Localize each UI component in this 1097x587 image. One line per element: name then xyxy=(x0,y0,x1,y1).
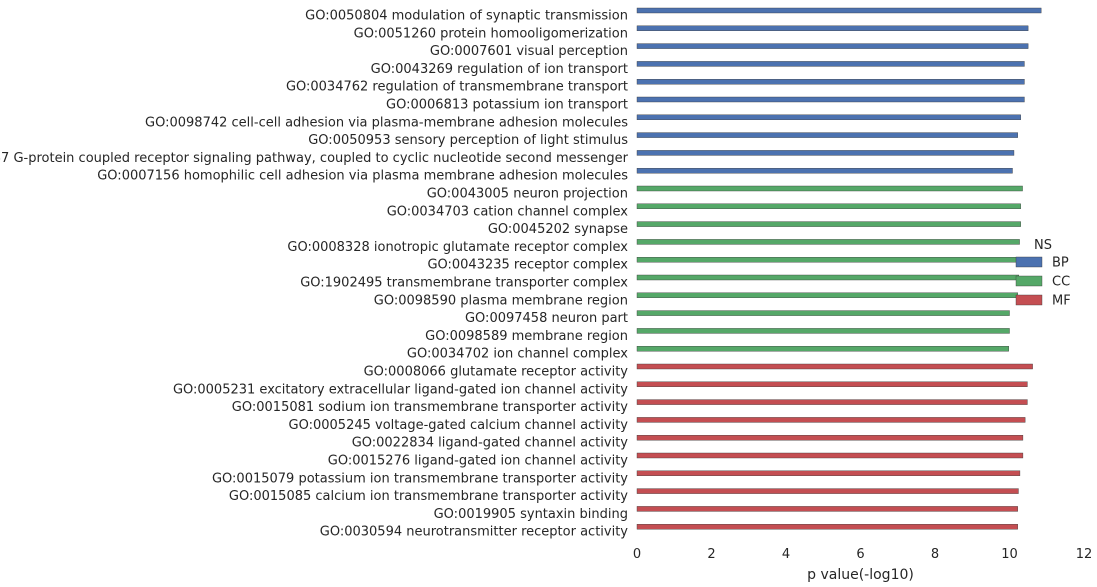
bar-cc xyxy=(636,328,1010,334)
bar-cc xyxy=(636,203,1021,210)
x-tick-label: 0 xyxy=(633,547,641,562)
category-label: GO:0043235 receptor complex xyxy=(427,258,628,273)
category-label: GO:0098590 plasma membrane region xyxy=(374,293,628,308)
category-label: GO:0034762 regulation of transmembrane t… xyxy=(286,80,628,95)
category-label: GO:0008328 ionotropic glutamate receptor… xyxy=(287,240,628,255)
bar-cc xyxy=(636,346,1009,352)
category-label: GO:0006813 potassium ion transport xyxy=(386,98,628,113)
bar-bp xyxy=(636,96,1025,103)
category-label: GO:0034703 cation channel complex xyxy=(387,204,629,219)
category-label: GO:0097458 neuron part xyxy=(465,311,628,326)
category-label: GO:0034702 ion channel complex xyxy=(407,347,628,362)
bar-mf xyxy=(636,381,1028,387)
bar-bp xyxy=(636,78,1025,85)
x-tick-label: 12 xyxy=(1076,547,1093,562)
bar-bp xyxy=(636,43,1029,49)
x-axis-ticks-group: 0 2 4 6 8 10 12 xyxy=(633,547,1092,562)
category-label: GO:0015079 potassium ion transmembrane t… xyxy=(212,471,628,486)
bar-bp xyxy=(636,7,1042,14)
bar-bp xyxy=(636,132,1018,138)
category-label: GO:0098742 cell-cell adhesion via plasma… xyxy=(145,115,628,130)
category-label: GO:0030594 neurotransmitter receptor act… xyxy=(320,525,629,540)
bar-cc xyxy=(636,257,1020,263)
category-label: GO:0015081 sodium ion transmembrane tran… xyxy=(232,400,628,415)
category-labels-group: GO:0050804 modulation of synaptic transm… xyxy=(0,9,629,540)
bars-group xyxy=(636,7,1042,530)
bar-bp xyxy=(636,61,1025,67)
legend-label-cc: CC xyxy=(1052,275,1070,290)
category-label: GO:0098589 membrane region xyxy=(425,329,628,344)
legend: NS BP CC MF xyxy=(1015,238,1071,309)
bar-cc xyxy=(636,292,1018,298)
category-label: GO:0019905 syntaxin binding xyxy=(434,507,628,522)
category-label: GO:0005245 voltage-gated calcium channel… xyxy=(289,418,629,433)
bar-mf xyxy=(636,506,1018,512)
category-label: GO:0051260 protein homooligomerization xyxy=(354,26,628,41)
x-axis-label: p value(-log10) xyxy=(807,567,914,583)
category-label: GO:0005231 excitatory extracellular liga… xyxy=(173,382,628,397)
bar-mf xyxy=(636,452,1024,459)
legend-swatch-cc xyxy=(1015,275,1043,287)
x-tick-label: 10 xyxy=(1001,547,1018,562)
bar-cc xyxy=(636,274,1020,281)
category-label: GO:0015085 calcium ion transmembrane tra… xyxy=(229,489,628,504)
category-label: GO:0043269 regulation of ion transport xyxy=(371,62,628,77)
bar-bp xyxy=(636,114,1021,121)
x-tick-label: 2 xyxy=(707,547,715,562)
bar-mf xyxy=(636,435,1024,441)
category-label: GO:0007601 visual perception xyxy=(430,44,628,59)
bar-bp xyxy=(636,150,1015,156)
legend-swatch-bp xyxy=(1015,256,1043,268)
bar-cc xyxy=(636,221,1021,227)
category-label: GO:1902495 transmembrane transporter com… xyxy=(300,276,628,291)
legend-title: NS xyxy=(1034,238,1052,253)
bar-bp xyxy=(636,167,1013,174)
bar-mf xyxy=(636,399,1028,405)
x-tick-label: 6 xyxy=(856,547,864,562)
category-label: GO:0050953 sensory perception of light s… xyxy=(308,133,628,148)
category-label: GO:0043005 neuron projection xyxy=(427,187,628,202)
bar-mf xyxy=(636,417,1026,423)
legend-label-mf: MF xyxy=(1052,294,1071,309)
category-label: GO:0015276 ligand-gated ion channel acti… xyxy=(328,454,629,469)
bar-cc xyxy=(636,310,1010,316)
category-label: GO:0022834 ligand-gated channel activity xyxy=(352,436,629,451)
bar-cc xyxy=(636,185,1023,192)
bar-mf xyxy=(636,363,1033,370)
bar-mf xyxy=(636,488,1019,494)
x-tick-label: 8 xyxy=(931,547,939,562)
category-label: GO:0050804 modulation of synaptic transm… xyxy=(305,9,628,24)
bar-bp xyxy=(636,25,1029,31)
x-tick-label: 4 xyxy=(782,547,790,562)
category-label: GO:0008066 glutamate receptor activity xyxy=(364,365,629,380)
legend-label-bp: BP xyxy=(1052,256,1069,271)
category-label: GO:0045202 synapse xyxy=(488,222,628,237)
bar-mf xyxy=(636,524,1018,530)
category-label: GO:0007156 homophilic cell adhesion via … xyxy=(97,169,628,184)
bar-mf xyxy=(636,470,1021,476)
bar-cc xyxy=(636,239,1020,245)
category-label: GO:0007187 G-protein coupled receptor si… xyxy=(0,151,629,166)
legend-swatch-mf xyxy=(1015,294,1043,306)
